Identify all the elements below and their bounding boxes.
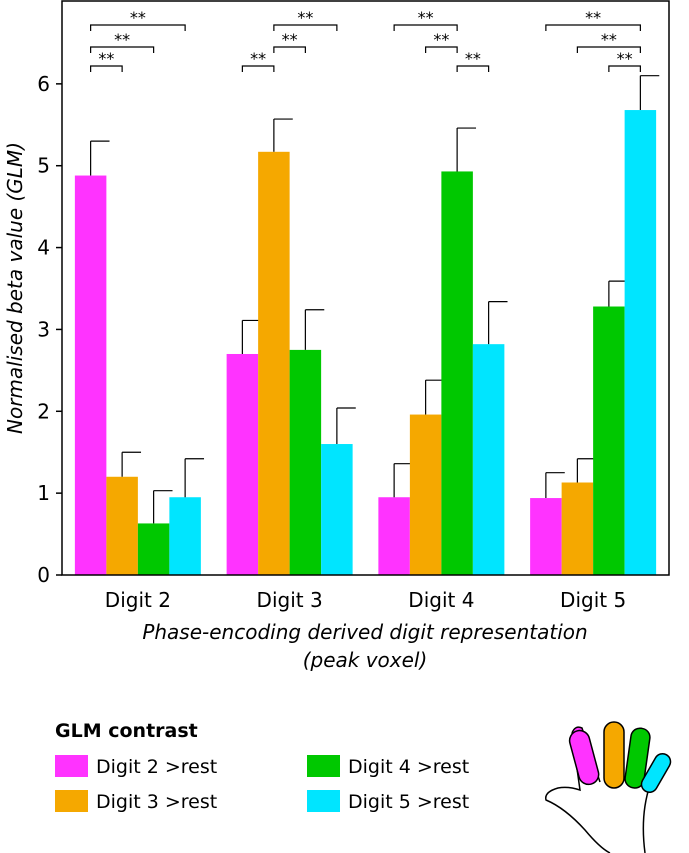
significance-bracket [241,65,275,72]
significance-bracket [576,46,641,53]
bar [561,482,594,575]
bar [530,498,562,575]
legend-label: Digit 4 >rest [348,756,469,778]
significance-label: ** [250,49,266,68]
x-tick-label: Digit 4 [408,588,474,612]
bar [321,444,353,575]
significance-bracket [456,65,490,72]
error-bar [273,118,293,152]
x-tick-label: Digit 5 [560,588,626,612]
bar [472,344,505,575]
significance-label: ** [617,49,633,68]
plot-frame [61,0,670,576]
y-tick-label: 1 [37,481,50,505]
bar [409,414,442,575]
significance-bracket [90,24,186,31]
finger [640,752,672,794]
legend-label: Digit 2 >rest [96,756,217,778]
legend-swatch [55,755,88,777]
bar [169,497,201,575]
error-bar [456,127,477,172]
bar [226,353,259,575]
legend-swatch [307,755,340,777]
y-tick-label: 6 [37,72,50,96]
significance-bracket [273,46,306,53]
significance-label: ** [282,30,298,49]
significance-label: ** [465,49,481,68]
hand-outline [545,732,611,853]
error-bar [121,451,142,477]
error-bar [304,309,325,350]
error-bar [545,472,565,499]
significance-label: ** [418,8,434,27]
y-tick-label: 4 [37,236,50,260]
significance-label: ** [585,8,601,27]
hand-illustration [545,721,672,853]
bar [137,523,170,575]
bar [624,110,657,576]
finger [624,727,651,789]
error-bar [90,140,110,176]
significance-label: ** [601,30,617,49]
finger [568,729,600,786]
bar [106,476,138,575]
finger [603,721,625,789]
significance-label: ** [433,30,449,49]
significance-bracket [90,65,123,72]
x-axis-title: Phase-encoding derived digit representat… [142,620,587,644]
bar [593,306,625,575]
error-bar [184,458,205,498]
significance-bracket [393,24,458,31]
y-axis-title: Normalised beta value (GLM) [3,142,27,434]
significance-label: ** [114,30,130,49]
legend-label: Digit 3 >rest [96,791,217,813]
significance-label: ** [98,49,114,68]
x-tick-label: Digit 2 [105,588,171,612]
bar [378,497,410,575]
error-bar [488,300,508,345]
bar [74,175,107,575]
bar [289,349,322,575]
y-tick-label: 0 [37,563,50,587]
significance-bracket [273,24,338,31]
significance-label: ** [130,8,146,27]
significance-label: ** [297,8,313,27]
significance-bracket [545,24,641,31]
y-tick-label: 5 [37,154,50,178]
significance-bracket [425,46,458,53]
significance-bracket [608,65,641,72]
bar [258,151,290,575]
legend-swatch [307,790,340,812]
significance-bracket [90,46,155,53]
error-bar [336,407,356,445]
legend-label: Digit 5 >rest [348,791,469,813]
x-tick-label: Digit 3 [257,588,323,612]
y-tick-label: 3 [37,317,50,341]
bar [441,171,473,576]
y-tick-label: 2 [37,399,50,423]
error-bar [153,490,173,524]
hand-outline [642,784,651,853]
legend-title: GLM contrast [55,720,198,742]
x-axis-title: (peak voxel) [303,648,428,672]
legend-swatch [55,790,88,812]
error-bar [639,75,660,111]
